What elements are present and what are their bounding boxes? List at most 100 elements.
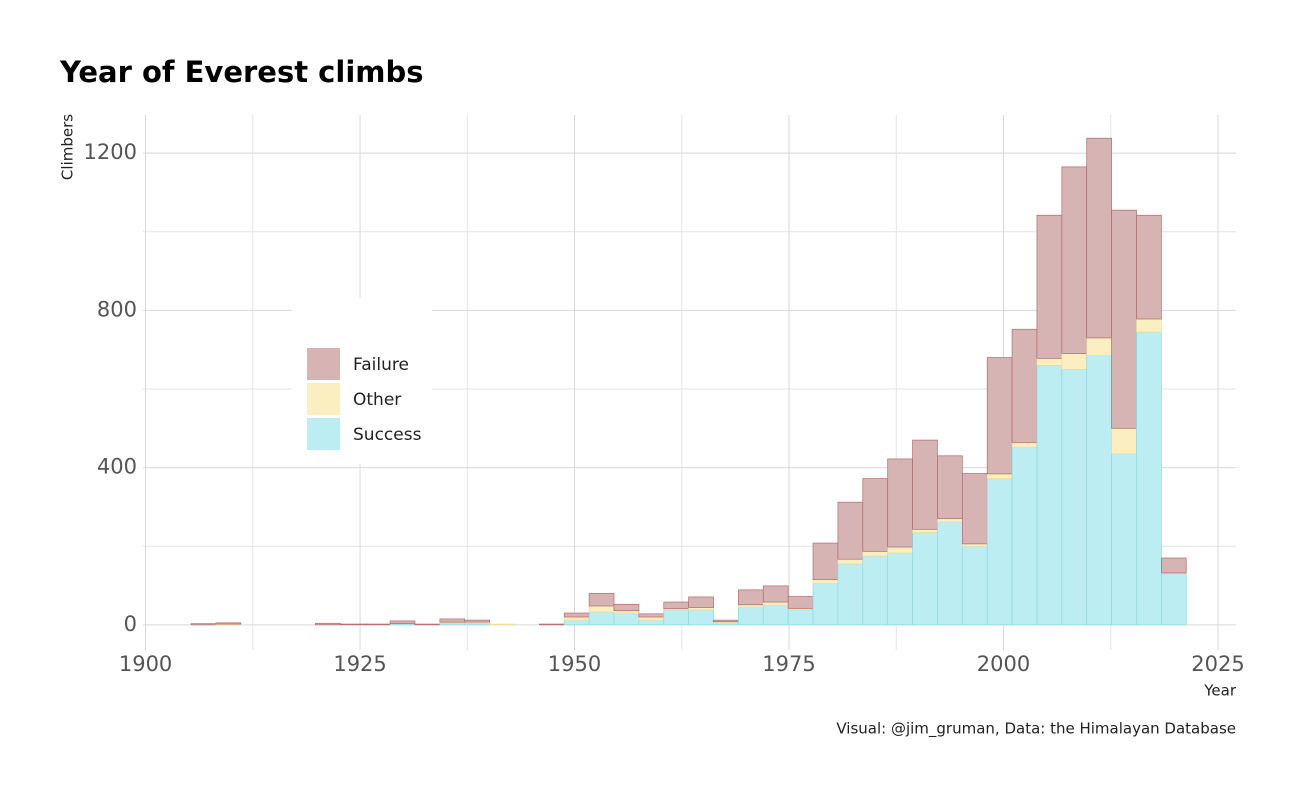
bar-segment (713, 622, 739, 626)
bar-segment (1086, 355, 1112, 626)
bar-segment (713, 619, 739, 623)
bar-segment (812, 583, 839, 626)
bar-segment (1036, 365, 1063, 626)
bar-segment (389, 620, 416, 625)
bar-segment (663, 609, 689, 626)
caption: Visual: @jim_gruman, Data: the Himalayan… (836, 720, 1236, 739)
y-tick-label: 400 (97, 455, 137, 479)
bar-segment (912, 532, 938, 626)
bar-segment (1086, 337, 1112, 356)
bar-segment (738, 606, 764, 626)
bar-segment (539, 623, 565, 626)
bar-segment (887, 552, 913, 626)
bar-segment (439, 618, 466, 623)
x-tick-label: 1950 (548, 652, 601, 676)
bar-segment (762, 604, 789, 626)
bar-segment (613, 604, 640, 612)
bar-segment (414, 623, 441, 626)
bar-segment (1061, 166, 1088, 354)
bar-segment (364, 623, 391, 626)
y-tick-label: 1200 (84, 140, 137, 164)
bar-segment (937, 521, 963, 626)
bar-segment (762, 601, 789, 606)
bar-segment (937, 518, 963, 523)
bar-segment (912, 439, 938, 530)
bar-segment (738, 589, 764, 606)
bar-segment (215, 622, 242, 625)
bar-segment (1036, 214, 1063, 359)
bar-segment (190, 623, 217, 626)
bar-segment (762, 585, 789, 603)
bar-segment (464, 619, 490, 623)
chart-title: Year of Everest climbs (59, 55, 424, 89)
bar-segment (1136, 318, 1162, 333)
bar-segment (1161, 557, 1187, 574)
bar-segment (961, 545, 988, 626)
bar-segment (688, 609, 714, 626)
bar-segment (986, 357, 1013, 475)
bar-segment (1011, 446, 1038, 626)
x-tick-label: 1925 (333, 652, 386, 676)
bar-segment (812, 579, 839, 584)
bar-segment (613, 610, 640, 614)
bar-segment (862, 555, 889, 626)
bar-segment (1136, 331, 1162, 626)
bar-segment (887, 458, 913, 548)
bar-segment (912, 528, 938, 533)
x-axis-label: Year (1203, 682, 1237, 700)
bar-segment (787, 596, 814, 609)
bar-segment (563, 612, 590, 618)
bar-segment (1061, 368, 1088, 626)
bar-segment (1111, 209, 1137, 429)
bar-segment (588, 593, 615, 607)
legend-label: Other (353, 390, 401, 410)
bar-segment (688, 607, 714, 611)
bar-segment (837, 501, 864, 560)
legend-label: Failure (353, 355, 409, 375)
legend-label: Success (353, 425, 422, 445)
bar-segment (1136, 214, 1162, 320)
x-tick-label: 1900 (119, 652, 172, 676)
bar-segment (937, 455, 963, 520)
legend-key (307, 383, 340, 415)
bar-segment (663, 601, 689, 610)
bar-segment (812, 542, 839, 580)
bar-segment (862, 550, 889, 557)
x-tick-label: 2000 (977, 652, 1030, 676)
bar-segment (588, 605, 615, 613)
bar-segment (1036, 357, 1063, 366)
bar-segment (563, 619, 590, 626)
bar-segment (961, 473, 988, 545)
bar-segment (638, 616, 665, 621)
y-tick-label: 800 (97, 297, 137, 321)
y-axis-label: Climbers (59, 114, 77, 180)
bar-segment (986, 478, 1013, 626)
bar-segment (688, 596, 714, 608)
bar-segment (638, 613, 665, 618)
bar-segment (339, 623, 366, 626)
bar-segment (563, 616, 590, 621)
bar-segment (1011, 442, 1038, 448)
bar-segment (837, 563, 864, 626)
bar-segment (887, 546, 913, 554)
bar-segment (1061, 353, 1088, 370)
bar-segment (315, 622, 341, 626)
bar-segment (787, 608, 814, 626)
bar-segment (986, 473, 1013, 479)
legend-key (307, 418, 340, 450)
bar-segment (1161, 573, 1187, 626)
legend-key (307, 348, 340, 380)
bar-segment (613, 612, 640, 626)
bar-segment (837, 558, 864, 565)
bar-segment (738, 604, 764, 608)
x-tick-label: 2025 (1191, 652, 1244, 676)
bar-segment (489, 623, 515, 626)
bar-segment (1011, 328, 1038, 443)
bar-segment (1111, 427, 1137, 455)
bar-segment (638, 619, 665, 626)
y-tick-label: 0 (124, 612, 137, 636)
bar-segment (1111, 453, 1137, 626)
bar-segment (1086, 137, 1112, 339)
bar-segment (588, 611, 615, 626)
